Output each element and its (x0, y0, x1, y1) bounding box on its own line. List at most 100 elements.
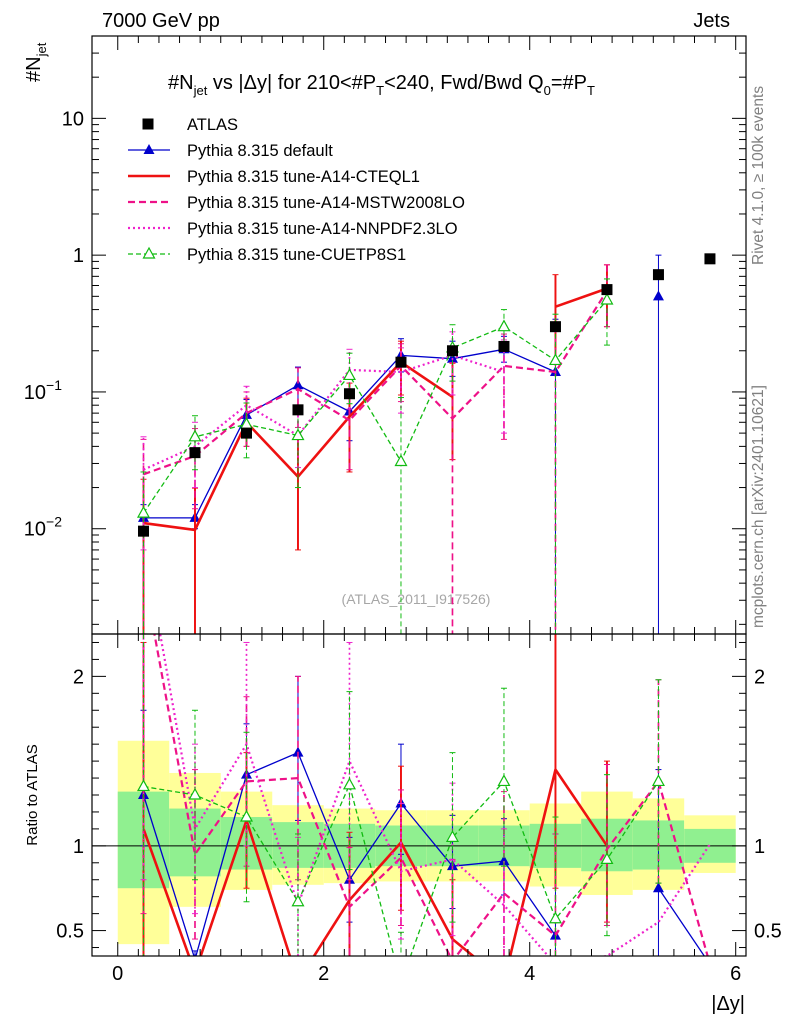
data-point-triangle (652, 290, 664, 301)
x-tick-label: 4 (524, 963, 535, 985)
title-part: T (376, 83, 384, 98)
y-tick-label: 10−1 (24, 377, 62, 404)
data-point-open-triangle (600, 292, 614, 305)
data-point-atlas (343, 388, 355, 400)
main-y-ticks: 10−2 10−1 1 10 (24, 35, 746, 625)
y-tick-label: 10−2 (24, 514, 62, 541)
data-point-atlas (652, 269, 664, 281)
legend: ATLAS Pythia 8.315 default Pythia 8.315 tu… (128, 116, 465, 264)
data-point-atlas (395, 356, 407, 368)
plot-title: #Njet vs |Δy| for 210<#PT<240, Fwd/Bwd Q… (168, 72, 595, 98)
analysis-watermark: (ATLAS_2011_I917526) (342, 591, 491, 607)
data-point-atlas (549, 321, 561, 333)
data-point-atlas (498, 340, 510, 352)
data-point-triangle (498, 855, 510, 866)
data-point-open-triangle (342, 777, 356, 790)
legend-label: Pythia 8.315 tune-A14-NNPDF2.3LO (187, 220, 458, 238)
legend-entry-atlas: ATLAS (142, 116, 238, 134)
main-series-group (136, 254, 713, 634)
legend-label: Pythia 8.315 default (187, 142, 333, 160)
main-series-nnpdf (140, 254, 713, 551)
series-line (159, 634, 711, 956)
data-point-triangle (446, 352, 458, 363)
data-point-atlas (704, 253, 716, 265)
series-line (153, 634, 709, 956)
legend-entry-nnpdf: Pythia 8.315 tune-A14-NNPDF2.3LO (128, 220, 458, 238)
legend-label: Pythia 8.315 tune-A14-MSTW2008LO (187, 194, 465, 212)
legend-marker-open-triangle (142, 246, 156, 259)
legend-marker-atlas (142, 118, 154, 130)
ratio-ylabel: Ratio to ATLAS (24, 744, 41, 845)
x-tick-label: 2 (318, 963, 329, 985)
series-line (143, 290, 608, 476)
ratio-series-mstw (140, 634, 709, 956)
series-line (143, 780, 660, 956)
title-part: =#P (551, 72, 587, 94)
data-point-open-triangle (497, 319, 511, 332)
title-part: 0 (544, 83, 551, 98)
legend-entry-default: Pythia 8.315 default (128, 142, 333, 160)
data-point-triangle (292, 746, 304, 757)
data-point-atlas (189, 447, 201, 459)
data-point-atlas (446, 345, 458, 357)
header-left: 7000 GeV pp (102, 10, 220, 32)
main-panel: 10−2 10−1 1 10 (24, 35, 747, 635)
data-point-open-triangle (291, 894, 305, 907)
data-point-open-triangle (188, 787, 202, 800)
data-point-atlas (292, 404, 304, 416)
ratio-series-group (136, 634, 715, 987)
data-point-atlas (240, 427, 252, 439)
main-series-mstw (140, 264, 610, 634)
ratio-panel: 0 2 4 6 0.5 0.5 1 1 2 2 (56, 36, 782, 987)
x-tick-label: 0 (112, 963, 123, 985)
data-point-triangle (292, 379, 304, 390)
series-line (142, 299, 608, 514)
legend-label: Pythia 8.315 tune-A14-CTEQL1 (187, 168, 420, 186)
mcplots-reference-label: mcplots.cern.ch [arXiv:2401.10621] (750, 385, 767, 628)
x-tick-label: 6 (730, 963, 741, 985)
title-part: #N (168, 72, 194, 94)
rivet-version-label: Rivet 4.1.0, ≥ 100k events (750, 86, 767, 265)
legend-entry-cuetp8s1: Pythia 8.315 tune-CUETP8S1 (128, 246, 406, 264)
data-point-triangle (704, 958, 715, 968)
main-series-cteql1 (140, 264, 610, 634)
y-tick-label-right: 1 (754, 836, 765, 858)
y-tick-label: 0.5 (56, 921, 84, 943)
ratio-bands (117, 740, 736, 945)
y-tick-label-right: 2 (754, 666, 765, 688)
data-point-open-triangle (548, 353, 562, 366)
data-point-open-triangle (239, 809, 254, 822)
x-axis-label: |Δy| (711, 993, 745, 1015)
data-point-atlas (601, 284, 613, 296)
y-tick-label: 2 (73, 666, 84, 688)
x-ticks: 0 2 4 6 (112, 36, 741, 985)
data-point-open-triangle (342, 368, 356, 381)
y-tick-label: 1 (73, 245, 84, 267)
legend-entry-cteql1: Pythia 8.315 tune-A14-CTEQL1 (128, 168, 420, 186)
y-tick-label: 10 (62, 108, 84, 130)
atlas-data-points (137, 253, 716, 537)
ratio-series-cuetp8s1 (136, 634, 665, 987)
series-line (142, 768, 609, 956)
main-ylabel: #Njet (23, 42, 49, 82)
data-point-open-triangle (497, 774, 511, 787)
ylabel-sub: jet (34, 42, 49, 57)
ratio-y-ticks: 0.5 0.5 1 1 2 2 (56, 641, 782, 949)
title-part: <240, Fwd/Bwd Q (384, 72, 544, 94)
title-part: jet (193, 83, 208, 98)
data-point-open-triangle (445, 830, 459, 842)
data-point-open-triangle (291, 428, 305, 441)
legend-entry-mstw: Pythia 8.315 tune-A14-MSTW2008LO (128, 194, 465, 212)
legend-marker-triangle (143, 144, 155, 154)
data-point-open-triangle (651, 774, 665, 787)
data-point-triangle (193, 953, 197, 956)
svg-text:#Njet: #Njet (23, 42, 49, 82)
data-point-open-triangle (395, 977, 406, 987)
data-point-atlas (137, 525, 149, 537)
legend-label: ATLAS (187, 116, 238, 134)
data-point-open-triangle (188, 429, 202, 442)
series-line (555, 287, 608, 308)
data-point-open-triangle (136, 779, 151, 792)
data-point-open-triangle (394, 454, 408, 467)
